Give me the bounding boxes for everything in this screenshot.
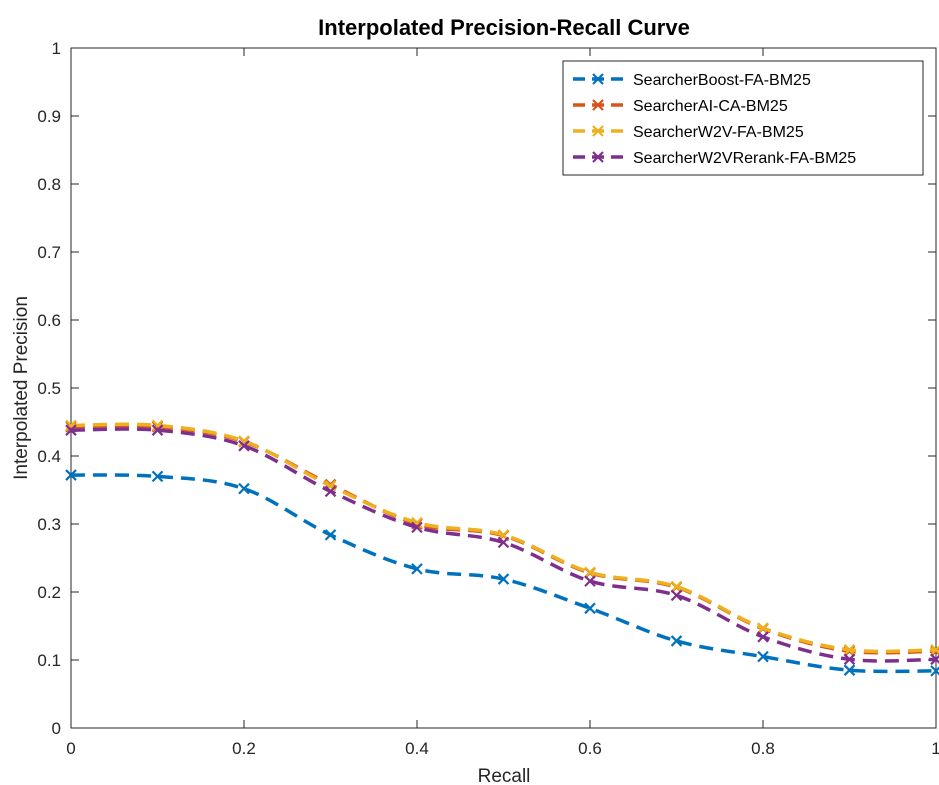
series-0 bbox=[65, 469, 939, 677]
legend: SearcherBoost-FA-BM25 SearcherAI-CA-BM25 S… bbox=[562, 60, 924, 176]
x-tick-label: 0 bbox=[66, 739, 75, 758]
data-point bbox=[670, 589, 683, 602]
data-point bbox=[238, 482, 250, 495]
data-point bbox=[843, 653, 856, 666]
data-point bbox=[757, 650, 769, 663]
data-point bbox=[497, 536, 510, 549]
x-tick-label: 0.8 bbox=[751, 739, 775, 758]
data-point bbox=[238, 440, 250, 452]
legend-entry: SearcherW2V-FA-BM25 bbox=[573, 124, 804, 141]
legend-marker bbox=[592, 151, 604, 163]
legend-entry: SearcherAI-CA-BM25 bbox=[573, 98, 788, 115]
legend-label: SearcherBoost-FA-BM25 bbox=[633, 72, 811, 89]
data-point bbox=[151, 424, 164, 436]
axis-ticks: 0 0.2 0.4 0.6 0.8 1 0 0.1 0.2 0.3 0.4 0.5 0.6 0.7 0.8 0… bbox=[37, 39, 939, 758]
y-tick-label: 0 bbox=[52, 719, 61, 738]
legend-marker bbox=[592, 125, 604, 137]
series-layer bbox=[65, 419, 939, 677]
x-tick-label: 0.6 bbox=[578, 739, 602, 758]
series-line bbox=[70, 427, 937, 663]
data-point bbox=[670, 580, 683, 593]
data-point bbox=[584, 602, 596, 615]
x-tick-label: 0.2 bbox=[232, 739, 256, 758]
series-2 bbox=[65, 419, 939, 656]
legend-label: SearcherW2VRerank-FA-BM25 bbox=[633, 150, 856, 167]
y-tick-label: 0.8 bbox=[37, 175, 61, 194]
data-point bbox=[151, 470, 164, 483]
y-tick-label: 0.1 bbox=[37, 651, 61, 670]
data-point bbox=[843, 644, 856, 656]
legend-entry: SearcherW2VRerank-FA-BM25 bbox=[573, 150, 856, 167]
legend-entry: SearcherBoost-FA-BM25 bbox=[573, 72, 811, 89]
y-tick-label: 0.2 bbox=[37, 583, 61, 602]
x-tick-label: 0.4 bbox=[405, 739, 429, 758]
data-point bbox=[757, 622, 769, 634]
legend-label: SearcherW2V-FA-BM25 bbox=[633, 124, 804, 141]
data-point bbox=[411, 563, 423, 575]
data-point bbox=[670, 635, 683, 647]
x-tick-label: 1 bbox=[931, 739, 939, 758]
y-axis-label: Interpolated Precision bbox=[11, 296, 32, 480]
chart-title: Interpolated Precision-Recall Curve bbox=[318, 15, 690, 40]
y-tick-label: 0.5 bbox=[37, 379, 61, 398]
data-point bbox=[930, 653, 939, 666]
y-tick-label: 0.3 bbox=[37, 515, 61, 534]
data-point bbox=[930, 665, 939, 677]
data-point bbox=[238, 435, 250, 447]
data-point bbox=[497, 573, 510, 585]
data-point bbox=[411, 521, 423, 534]
data-point bbox=[65, 469, 77, 481]
data-point bbox=[930, 644, 939, 656]
data-point bbox=[584, 575, 596, 587]
legend-label: SearcherAI-CA-BM25 bbox=[633, 98, 788, 115]
series-3 bbox=[65, 424, 939, 666]
y-tick-label: 1 bbox=[52, 39, 61, 58]
data-point bbox=[324, 485, 337, 498]
data-point bbox=[584, 566, 596, 579]
legend-marker bbox=[592, 99, 604, 111]
data-point bbox=[324, 529, 337, 541]
x-axis-label: Recall bbox=[478, 766, 531, 785]
y-tick-label: 0.7 bbox=[37, 243, 61, 262]
y-tick-label: 0.4 bbox=[37, 447, 61, 466]
data-point bbox=[65, 424, 77, 436]
y-tick-label: 0.9 bbox=[37, 107, 61, 126]
data-point bbox=[757, 631, 769, 643]
legend-marker bbox=[592, 73, 604, 85]
y-tick-label: 0.6 bbox=[37, 311, 61, 330]
data-point bbox=[843, 664, 856, 676]
